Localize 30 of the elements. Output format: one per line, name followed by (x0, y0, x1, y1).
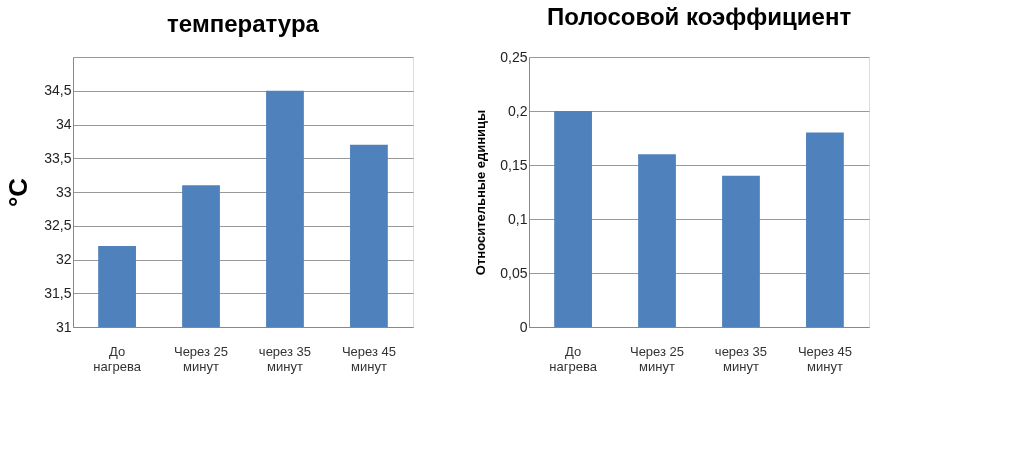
y-tick-label: 33,5 (44, 149, 72, 166)
x-tick-label: Через 45 минут (341, 343, 396, 374)
x-tick-label: До нагрева (549, 343, 598, 374)
y-tick-label: 0,2 (508, 102, 528, 119)
y-tick-label: 31 (55, 318, 72, 335)
x-tick-label: Через 45 минут (797, 343, 852, 374)
chart-title: Полосовой коэффициент (546, 3, 852, 30)
y-tick-label: 34 (55, 116, 72, 132)
bar (806, 132, 844, 327)
y-tick-label: 0 (519, 318, 528, 335)
x-tick-label: Через 25 минут (173, 343, 229, 374)
bar (554, 111, 592, 327)
x-tick-label: через 35 минут (714, 343, 768, 374)
y-tick-label: 32 (55, 251, 72, 267)
y-tick-label: 31,5 (44, 284, 72, 301)
y-tick-label: 33 (55, 183, 72, 200)
x-tick-label: через 35 минут (258, 343, 312, 374)
bar (638, 154, 676, 327)
bar (722, 175, 760, 327)
y-axis-title: °C (3, 177, 34, 208)
x-tick-label: До нагрева (93, 343, 142, 374)
y-tick-label: 0,25 (500, 48, 528, 65)
x-tick-label: Через 25 минут (629, 343, 685, 374)
chart-title: температура (167, 10, 320, 37)
y-tick-label: 0,1 (508, 210, 528, 227)
y-tick-label: 0,15 (500, 156, 528, 173)
y-tick-label: 34,5 (44, 82, 72, 99)
y-tick-label: 32,5 (44, 217, 72, 234)
y-tick-label: 0,05 (500, 264, 528, 281)
y-axis-title: Относительные единицы (473, 109, 489, 276)
